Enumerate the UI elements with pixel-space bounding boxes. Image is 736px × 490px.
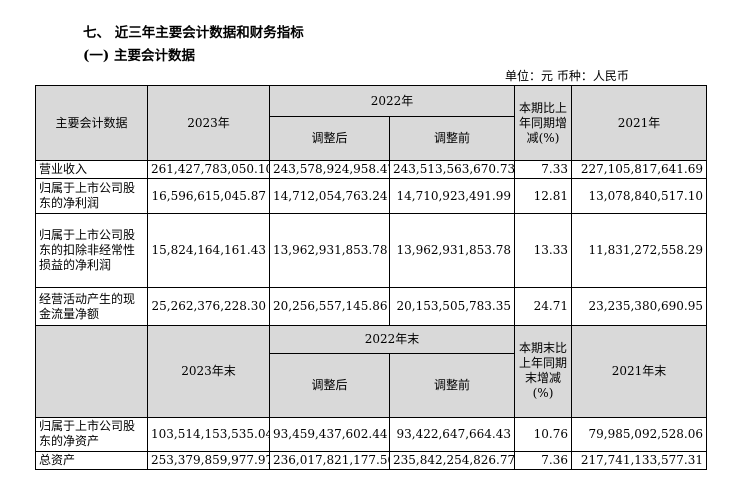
header-2023-end: 2023年末: [147, 324, 270, 418]
table-row: 归属于上市公司股东的净资产 103,514,153,535.04 93,459,…: [35, 416, 708, 453]
cell-2022-after: 243,578,924,958.47: [269, 160, 390, 179]
cell-2022-after-end: 93,459,437,602.44: [269, 416, 390, 453]
cell-2021: 13,078,840,517.10: [571, 177, 708, 215]
cell-2021: 11,831,272,558.29: [571, 213, 708, 289]
cell-2023: 261,427,783,050.10: [147, 160, 270, 179]
cell-2022-after: 20,256,557,145.86: [269, 287, 390, 326]
table-row: 归属于上市公司股东的扣除非经常性损益的净利润 15,824,164,161.43…: [35, 213, 708, 289]
row-label: 营业收入: [35, 160, 148, 179]
cell-2022-before: 13,962,931,853.78: [388, 213, 516, 289]
subsection-heading: (一) 主要会计数据: [83, 48, 195, 64]
section-heading: 七、 近三年主要会计数据和财务指标: [83, 25, 304, 41]
header-item-empty: [35, 324, 148, 418]
cell-2022-before-end: 235,842,254,826.77: [388, 451, 516, 470]
table1-subheader-row: 调整后 调整前: [36, 116, 707, 162]
row-label: 归属于上市公司股东的净利润: [35, 177, 148, 215]
cell-2021-end: 79,985,092,528.06: [571, 416, 708, 453]
cell-change: 13.33: [514, 213, 573, 289]
table-row: 经营活动产生的现金流量净额 25,262,376,228.30 20,256,5…: [35, 287, 708, 326]
cell-2022-before: 20,153,505,783.35: [388, 287, 516, 326]
cell-change: 24.71: [514, 287, 573, 326]
table2-header-row: 2023年末 2022年末 本期末比上年同期末增减(%) 2021年末: [35, 324, 708, 418]
header-change: 本期比上年同期增减(%): [514, 84, 573, 162]
table2-subheader-row: 调整后 调整前: [36, 353, 707, 418]
header-2022: 2022年: [268, 84, 516, 118]
header-adjusted-after-end: 调整后: [269, 353, 390, 418]
table-row: 营业收入 261,427,783,050.10 243,578,924,958.…: [35, 160, 708, 179]
cell-2022-after: 14,712,054,763.24: [269, 177, 390, 215]
cell-2023: 16,596,615,045.87: [147, 177, 270, 215]
main-accounting-data-table: 主要会计数据 2023年 2022年 本期比上年同期增减(%) 2021年 调整…: [35, 84, 708, 470]
cell-2023: 15,824,164,161.43: [147, 213, 270, 289]
header-item: 主要会计数据: [35, 84, 148, 162]
header-adjusted-before-end: 调整前: [388, 353, 516, 418]
cell-2022-before: 243,513,563,670.73: [388, 160, 516, 179]
cell-2022-after: 13,962,931,853.78: [269, 213, 390, 289]
table1-header-row: 主要会计数据 2023年 2022年 本期比上年同期增减(%) 2021年: [35, 84, 708, 162]
table-row: 归属于上市公司股东的净利润 16,596,615,045.87 14,712,0…: [35, 177, 708, 215]
header-adjusted-after: 调整后: [269, 116, 390, 162]
row-label: 归属于上市公司股东的净资产: [35, 416, 148, 453]
header-adjusted-before: 调整前: [388, 116, 516, 162]
cell-change: 7.33: [514, 160, 573, 179]
cell-2022-after-end: 236,017,821,177.50: [269, 451, 390, 470]
cell-change: 12.81: [514, 177, 573, 215]
cell-2021: 227,105,817,641.69: [571, 160, 708, 179]
row-label: 经营活动产生的现金流量净额: [35, 287, 148, 326]
header-2021-end: 2021年末: [571, 324, 708, 418]
header-2022-end: 2022年末: [268, 324, 516, 355]
header-2021: 2021年: [571, 84, 708, 162]
header-2023: 2023年: [147, 84, 270, 162]
header-change-end: 本期末比上年同期末增减(%): [514, 324, 573, 418]
cell-change-end: 7.36: [514, 451, 573, 470]
cell-2022-before-end: 93,422,647,664.43: [388, 416, 516, 453]
cell-2023-end: 103,514,153,535.04: [147, 416, 270, 453]
cell-2023-end: 253,379,859,977.97: [147, 451, 270, 470]
cell-2022-before: 14,710,923,491.99: [388, 177, 516, 215]
cell-2023: 25,262,376,228.30: [147, 287, 270, 326]
row-label: 总资产: [35, 451, 148, 470]
cell-change-end: 10.76: [514, 416, 573, 453]
cell-2021-end: 217,741,133,577.31: [571, 451, 708, 470]
row-label: 归属于上市公司股东的扣除非经常性损益的净利润: [35, 213, 148, 289]
unit-currency-line: 单位：元 币种：人民币: [505, 69, 629, 83]
cell-2021: 23,235,380,690.95: [571, 287, 708, 326]
table-row: 总资产 253,379,859,977.97 236,017,821,177.5…: [35, 451, 708, 470]
